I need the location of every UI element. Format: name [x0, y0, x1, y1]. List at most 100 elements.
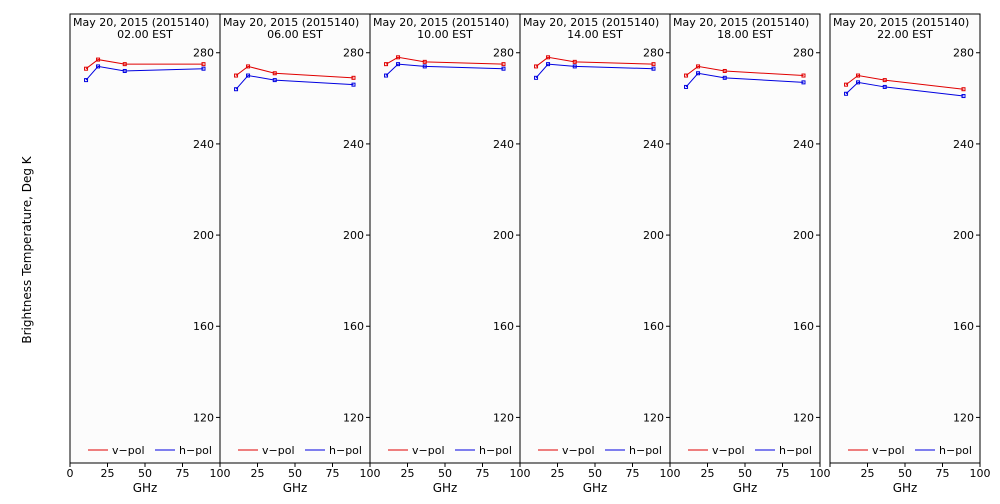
panel-title: May 20, 2015 (2015140) [673, 16, 809, 29]
data-point-h-pol [722, 75, 727, 80]
y-tick-label: 240 [343, 138, 364, 151]
plot-frame [669, 13, 821, 464]
y-tick-label: 160 [643, 320, 664, 333]
legend-label-h-pol: h−pol [329, 444, 362, 457]
data-point-h-pol [201, 66, 206, 71]
data-point-h-pol [534, 75, 539, 80]
legend-label-v-pol: v−pol [112, 444, 145, 457]
x-tick-label: 50 [288, 467, 302, 480]
data-point-h-pol [844, 91, 849, 96]
y-axis-label: Brightness Temperature, Deg K [20, 155, 34, 343]
x-tick-label: 75 [626, 467, 640, 480]
plot-frame [219, 13, 371, 464]
y-tick-label: 120 [793, 411, 814, 424]
series-line-v-pol [535, 56, 654, 67]
chart-panel-2: May 20, 2015 (2015140)06.00 EST 120 160 200… [219, 13, 381, 495]
data-point-v-pol [234, 73, 239, 78]
data-point-v-pol [501, 62, 506, 67]
legend-label-h-pol: h−pol [629, 444, 662, 457]
x-tick-label: 25 [401, 467, 415, 480]
x-tick-label: 100 [970, 467, 991, 480]
legend-label-h-pol: h−pol [179, 444, 212, 457]
y-tick-label: 120 [953, 411, 974, 424]
series-line-v-pol [685, 65, 804, 77]
data-point-v-pol [351, 75, 356, 80]
x-tick-label: 75 [176, 467, 190, 480]
x-tick-label: 100 [360, 467, 381, 480]
x-axis-label: GHz [583, 481, 608, 495]
legend-label-h-pol: h−pol [779, 444, 812, 457]
x-tick-label: 25 [101, 467, 115, 480]
y-tick-label: 160 [793, 320, 814, 333]
y-tick-label: 160 [953, 320, 974, 333]
x-tick-label: 75 [476, 467, 490, 480]
panel-subtitle: 06.00 EST [267, 28, 323, 41]
y-tick-label: 280 [193, 47, 214, 60]
data-point-h-pol [234, 87, 239, 92]
data-point-h-pol [546, 62, 551, 67]
x-tick-label: 50 [438, 467, 452, 480]
x-tick-label: 100 [660, 467, 681, 480]
data-point-h-pol [651, 66, 656, 71]
data-point-v-pol [534, 64, 539, 69]
y-tick-label: 120 [493, 411, 514, 424]
x-axis-label: GHz [133, 481, 158, 495]
x-tick-label: 50 [898, 467, 912, 480]
data-point-h-pol [422, 64, 427, 69]
data-point-h-pol [96, 64, 101, 69]
data-point-v-pol [422, 59, 427, 64]
series-line-h-pol [85, 65, 204, 81]
y-tick-label: 160 [193, 320, 214, 333]
legend-label-v-pol: v−pol [872, 444, 905, 457]
panel-title: May 20, 2015 (2015140) [833, 16, 969, 29]
data-point-h-pol [882, 84, 887, 89]
data-point-v-pol [696, 64, 701, 69]
data-point-v-pol [844, 82, 849, 87]
data-point-v-pol [961, 87, 966, 92]
y-tick-label: 240 [643, 138, 664, 151]
x-tick-label: 25 [701, 467, 715, 480]
x-tick-label: 50 [138, 467, 152, 480]
series-line-v-pol [385, 56, 504, 65]
data-point-h-pol [572, 64, 577, 69]
y-tick-label: 280 [493, 47, 514, 60]
data-point-v-pol [882, 78, 887, 83]
data-point-h-pol [396, 62, 401, 67]
x-tick-label: 50 [738, 467, 752, 480]
x-tick-label: 50 [588, 467, 602, 480]
x-tick-label: 75 [326, 467, 340, 480]
data-point-v-pol [546, 55, 551, 60]
y-tick-label: 280 [793, 47, 814, 60]
data-point-h-pol [351, 82, 356, 87]
data-point-h-pol [501, 66, 506, 71]
x-axis-label: GHz [283, 481, 308, 495]
x-tick-label: 75 [936, 467, 950, 480]
data-point-h-pol [961, 94, 966, 99]
y-tick-label: 240 [793, 138, 814, 151]
x-tick-label: 25 [251, 467, 265, 480]
panel-subtitle: 22.00 EST [877, 28, 933, 41]
x-tick-label: 75 [776, 467, 790, 480]
x-axis-label: GHz [433, 481, 458, 495]
data-point-h-pol [384, 73, 389, 78]
data-point-v-pol [272, 71, 277, 76]
legend-label-v-pol: v−pol [712, 444, 745, 457]
y-tick-label: 160 [493, 320, 514, 333]
panel-title: May 20, 2015 (2015140) [523, 16, 659, 29]
data-point-h-pol [272, 78, 277, 83]
x-tick-label: 25 [551, 467, 565, 480]
y-tick-label: 200 [643, 229, 664, 242]
x-tick-label: 100 [810, 467, 831, 480]
x-axis-label: GHz [733, 481, 758, 495]
x-tick-label: 100 [210, 467, 231, 480]
plot-frame [519, 13, 671, 464]
legend-label-h-pol: h−pol [479, 444, 512, 457]
x-tick-label: 100 [510, 467, 531, 480]
data-point-v-pol [572, 59, 577, 64]
y-tick-label: 120 [643, 411, 664, 424]
data-point-v-pol [801, 73, 806, 78]
chart-panel-1: May 20, 2015 (2015140)02.00 EST 120 160 200… [67, 13, 231, 495]
panel-title: May 20, 2015 (2015140) [223, 16, 359, 29]
x-tick-label: 25 [861, 467, 875, 480]
